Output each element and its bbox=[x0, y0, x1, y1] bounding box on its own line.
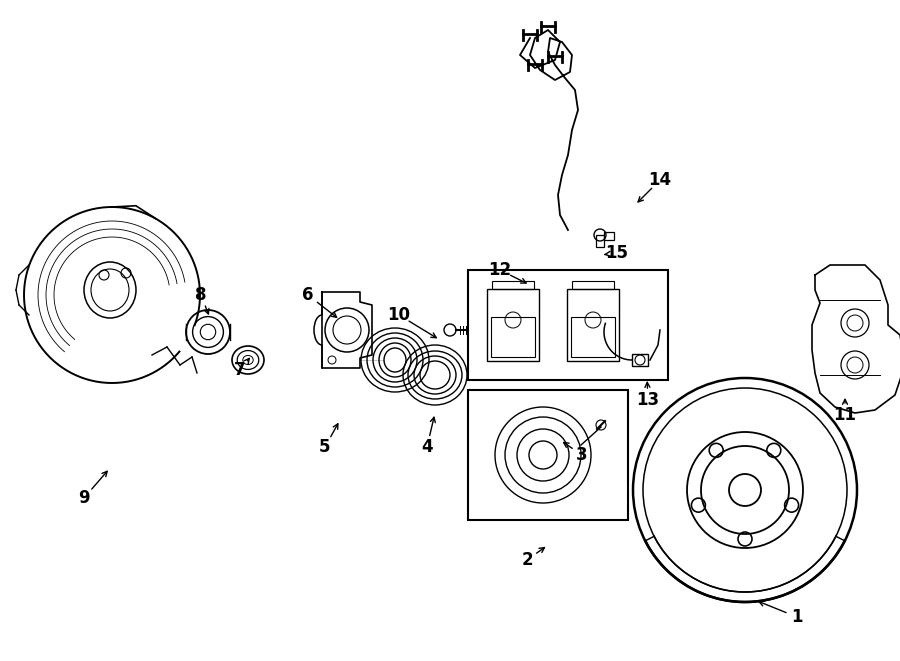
Bar bbox=[632, 354, 648, 366]
Text: 1: 1 bbox=[791, 608, 803, 626]
Bar bbox=[604, 232, 614, 240]
Bar bbox=[596, 235, 604, 247]
Bar bbox=[571, 317, 615, 357]
Text: 9: 9 bbox=[78, 489, 90, 507]
Text: 10: 10 bbox=[388, 306, 410, 324]
Text: 2: 2 bbox=[521, 551, 533, 569]
Bar bbox=[491, 317, 535, 357]
Text: 14: 14 bbox=[648, 171, 671, 189]
Text: 12: 12 bbox=[489, 261, 511, 279]
Bar bbox=[567, 289, 619, 361]
Text: 7: 7 bbox=[234, 361, 246, 379]
Text: 13: 13 bbox=[636, 391, 660, 409]
Text: 4: 4 bbox=[421, 438, 433, 456]
Text: 11: 11 bbox=[833, 406, 857, 424]
Bar bbox=[492, 281, 534, 289]
Text: 6: 6 bbox=[302, 286, 314, 304]
Bar bbox=[487, 289, 539, 361]
Text: 15: 15 bbox=[606, 244, 628, 262]
Bar bbox=[468, 270, 668, 380]
Text: 5: 5 bbox=[320, 438, 331, 456]
Text: 3: 3 bbox=[576, 446, 588, 464]
Bar bbox=[468, 390, 628, 520]
Text: 8: 8 bbox=[195, 286, 207, 304]
Bar bbox=[572, 281, 614, 289]
